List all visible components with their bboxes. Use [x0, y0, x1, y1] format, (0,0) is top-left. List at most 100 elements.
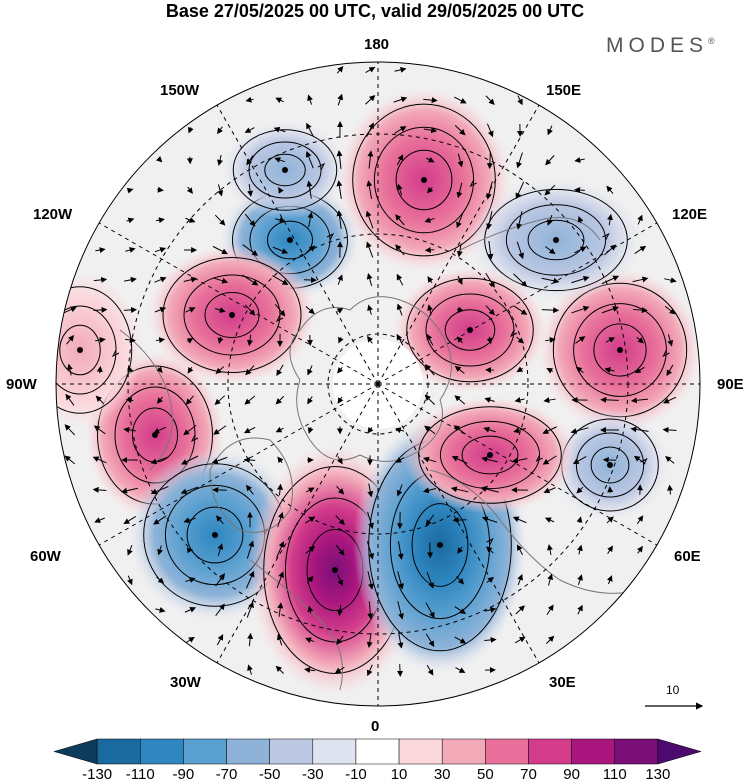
wind-vector — [217, 543, 224, 556]
wind-vector — [457, 306, 464, 313]
wind-vector — [665, 456, 675, 464]
wind-vector — [633, 455, 646, 465]
wind-vector — [486, 576, 494, 583]
colorbar-tick: -30 — [302, 766, 324, 783]
wind-vector — [394, 427, 405, 434]
colorbar-tick: 50 — [477, 766, 494, 783]
wind-vector — [393, 96, 408, 103]
wind-vector — [64, 424, 76, 436]
lon-label-120w: 120W — [33, 206, 73, 223]
wind-vector — [577, 574, 583, 585]
streamline — [527, 219, 585, 261]
wind-vector — [211, 456, 228, 464]
wind-vector — [92, 486, 107, 493]
wind-vector — [334, 666, 345, 674]
wind-vector — [213, 425, 227, 435]
wind-vector — [212, 277, 229, 284]
wind-vector — [486, 151, 493, 170]
wind-vector — [570, 427, 589, 434]
wind-vector — [516, 336, 525, 344]
wind-vector — [150, 456, 169, 465]
wind-vector — [336, 210, 343, 229]
wind-vector — [365, 210, 374, 229]
wind-vector — [576, 516, 583, 523]
wind-vector — [185, 307, 196, 313]
wind-vector — [305, 516, 316, 524]
wind-vector — [215, 573, 225, 587]
streamline — [444, 309, 496, 351]
wind-vector — [423, 127, 438, 134]
wind-vector — [636, 515, 644, 525]
wind-vector — [337, 396, 344, 404]
wind-vector — [272, 246, 289, 254]
circulation-center — [152, 432, 158, 438]
colorbar-tick: 130 — [645, 766, 670, 783]
wind-vector — [547, 214, 553, 226]
wind-vector — [542, 426, 557, 434]
wind-vector — [93, 276, 108, 283]
wind-vector — [306, 487, 315, 494]
wind-vector — [366, 541, 375, 560]
wind-vector — [185, 577, 196, 583]
wind-vector — [396, 333, 404, 346]
colorbar-swatch — [140, 738, 184, 765]
colorbar-swatch — [441, 738, 486, 765]
circulation-center — [77, 347, 83, 353]
wind-vector — [397, 541, 404, 560]
wind-vector — [96, 365, 103, 374]
wind-vector — [335, 544, 345, 556]
wind-vector — [307, 365, 313, 376]
wind-vector — [451, 455, 468, 464]
wind-vector — [513, 273, 528, 287]
wind-vector — [456, 575, 465, 585]
wind-vector — [663, 396, 677, 404]
wind-vector — [123, 306, 138, 313]
wind-vector — [336, 456, 343, 465]
wind-vector — [337, 93, 344, 106]
streamline — [162, 257, 302, 373]
circulation-center — [332, 567, 338, 573]
wind-vector — [275, 97, 284, 104]
wind-vector — [274, 303, 286, 317]
wind-vector — [367, 426, 374, 434]
wind-vector — [307, 605, 314, 614]
wind-vector — [94, 517, 105, 523]
wind-vector — [366, 241, 374, 258]
wind-vector — [666, 364, 674, 377]
wind-vector — [124, 276, 137, 283]
wind-vector — [212, 245, 228, 255]
wind-vector — [396, 154, 404, 166]
wind-vector — [272, 275, 289, 285]
wind-vector — [305, 150, 314, 169]
wind-vector — [546, 635, 555, 644]
lon-label-30w: 30W — [170, 674, 201, 691]
wind-vector — [545, 155, 555, 166]
lon-label-150e: 150E — [546, 82, 582, 99]
colorbar-swatch — [269, 738, 314, 765]
wind-vector — [454, 125, 466, 136]
lon-label-90w: 90W — [6, 376, 37, 393]
colorbar-tick: 110 — [603, 766, 627, 783]
wind-vector — [397, 664, 404, 677]
wind-vectors — [63, 66, 677, 677]
wind-vector — [547, 573, 554, 586]
wind-vector — [667, 334, 674, 347]
circulation-center — [607, 462, 613, 468]
wind-vector — [66, 335, 75, 345]
wind-vector — [516, 241, 524, 260]
wind-vector — [156, 576, 165, 584]
wind-vector — [150, 486, 169, 495]
wind-vector — [307, 211, 314, 228]
wind-vector — [365, 66, 376, 73]
wind-vector — [543, 397, 556, 404]
wind-vector — [637, 214, 643, 225]
wind-vector — [335, 515, 345, 526]
wind-vector — [337, 604, 343, 617]
wind-vector — [397, 632, 404, 649]
wind-vector — [66, 363, 73, 376]
wind-vector — [183, 517, 196, 524]
wind-vector — [636, 545, 643, 554]
wind-vector — [275, 217, 286, 223]
wind-vector — [574, 187, 585, 193]
wind-vector — [305, 546, 316, 554]
